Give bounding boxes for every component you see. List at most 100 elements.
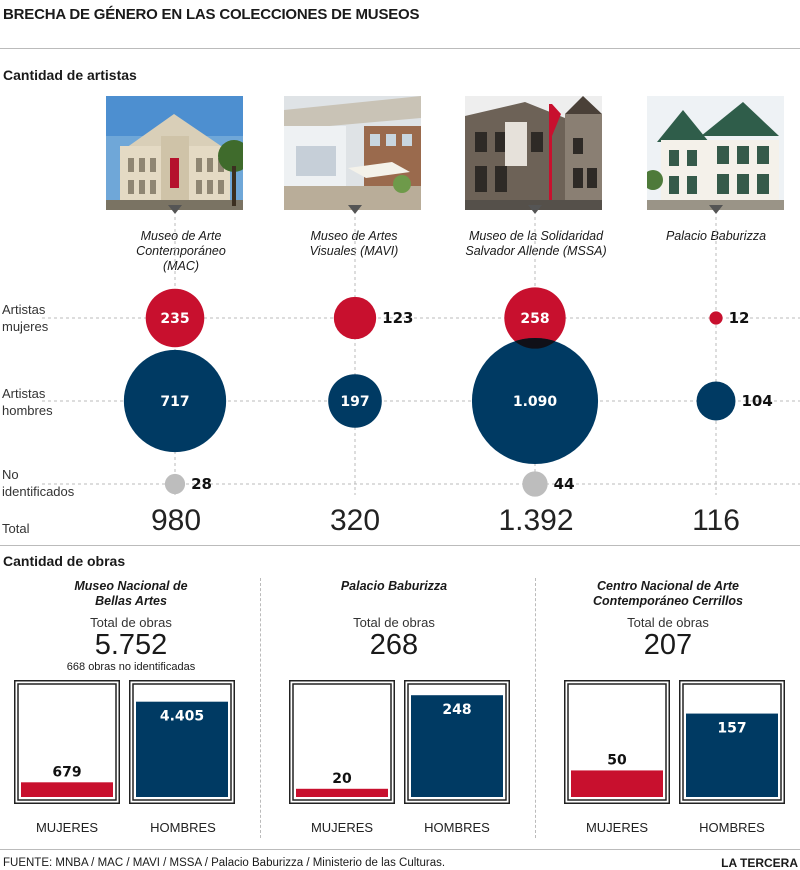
footer-divider: [0, 849, 800, 850]
works-box-frame-women: [17, 683, 117, 801]
brand-logo: LA TERCERA: [721, 856, 798, 870]
mavi-building-photo: [284, 96, 421, 210]
artists-bubble-chart: 235 123 258 12 717 197 1.090 104 28 44: [42, 205, 800, 497]
works-value-women: 679: [52, 764, 81, 780]
works-fill-men: [411, 695, 503, 797]
baburizza-works-title: Palacio Baburizza: [274, 579, 514, 594]
mssa-building-photo: [465, 96, 602, 210]
baburizza-total: 116: [692, 504, 740, 537]
bubble-women: [504, 287, 566, 349]
mssa-name-line-1: Museo de la Solidaridad: [468, 229, 604, 243]
bubble-label-men: 104: [741, 392, 772, 410]
works-fill-women: [296, 788, 388, 797]
mac-building-photo: [106, 96, 243, 210]
mac-total: 980: [150, 504, 202, 537]
photo-pointer: [168, 205, 182, 214]
infographic-title: BRECHA DE GÉNERO EN LAS COLECCIONES DE M…: [3, 6, 420, 23]
baburizza-building-photo: [647, 96, 784, 210]
row-label-unknown-line-1: No: [2, 467, 19, 482]
bubble-men: [123, 349, 227, 453]
bubble-label-women: 123: [382, 309, 413, 327]
mnba-unidentified-note: 668 obras no identificadas: [66, 661, 196, 673]
bubble-men: [471, 337, 599, 465]
cerrillos-title-line-1: Centro Nacional de Arte: [597, 579, 739, 593]
mac-name-line-1: Museo de Arte: [140, 229, 222, 243]
cerrillos-title-line-2: Contemporáneo Cerrillos: [592, 594, 744, 608]
mnba-title-line-2: Bellas Artes: [95, 594, 167, 608]
works-divider-1: [260, 578, 261, 838]
mnba-title: Museo Nacional de Bellas Artes: [11, 579, 251, 609]
bubble-men: [696, 381, 736, 421]
mavi-name-line-2: Visuales (MAVI): [309, 244, 399, 258]
mnba-women-label: MUJERES: [35, 820, 99, 835]
bubble-label-women: 258: [520, 311, 549, 327]
baburizza-men-label: HOMBRES: [424, 820, 490, 835]
works-box-frame-women: [567, 683, 667, 801]
mavi-total: 320: [329, 504, 381, 537]
works-box-frame-men: [132, 683, 232, 801]
mssa-name: Museo de la Solidaridad Salvador Allende…: [446, 229, 626, 259]
bubble-label-women: 12: [729, 309, 750, 327]
works-bar-chart: 679 4.405 20 248 50 157: [14, 680, 785, 804]
bubble-label-men: 717: [160, 394, 189, 410]
bubble-women: [333, 296, 377, 340]
section-divider: [0, 545, 800, 546]
works-fill-men: [686, 713, 778, 797]
row-label-unknown-line-2: identificados: [2, 484, 75, 499]
baburizza-total-caption: Total de obras: [353, 615, 435, 630]
works-value-men: 157: [717, 721, 746, 737]
photo-pointer: [528, 205, 542, 214]
row-label-unknown: No identificados: [2, 466, 74, 500]
bubble-men: [328, 374, 382, 428]
bubble-unknown: [522, 471, 548, 497]
mnba-total: 5.752: [94, 629, 168, 661]
works-box-frame-women: [292, 683, 392, 801]
bubble-unknown: [164, 473, 186, 495]
row-label-women-line-1: Artistas: [2, 302, 46, 317]
bubble-women: [145, 288, 205, 348]
mnba-title-line-1: Museo Nacional de: [74, 579, 188, 593]
works-fill-men: [136, 701, 228, 797]
bubble-label-men: 197: [340, 394, 369, 410]
bubble-label-unknown: 28: [191, 475, 212, 493]
works-value-women: 50: [607, 752, 627, 768]
baburizza-women-label: MUJERES: [310, 820, 374, 835]
bubble-women: [709, 311, 723, 325]
row-label-men-line-1: Artistas: [2, 386, 46, 401]
works-value-men: 4.405: [160, 709, 204, 725]
row-label-women-line-2: mujeres: [2, 319, 49, 334]
row-label-total: Total: [2, 521, 30, 536]
mssa-name-line-2: Salvador Allende (MSSA): [465, 244, 607, 258]
baburizza-works-total: 268: [369, 629, 419, 661]
cerrillos-total: 207: [643, 629, 693, 661]
mac-name-line-3: (MAC): [162, 259, 200, 273]
works-value-men: 248: [442, 702, 471, 718]
mac-name: Museo de Arte Contemporáneo (MAC): [91, 229, 271, 274]
cerrillos-women-label: MUJERES: [585, 820, 649, 835]
row-label-women: Artistas mujeres: [2, 301, 48, 335]
mavi-name-line-1: Museo de Artes: [310, 229, 398, 243]
works-fill-women: [571, 770, 663, 797]
artists-section-title: Cantidad de artistas: [3, 67, 137, 83]
bubble-label-unknown: 44: [554, 475, 575, 493]
row-label-men-line-2: hombres: [2, 403, 53, 418]
photo-pointer: [348, 205, 362, 214]
bubble-label-women: 235: [160, 311, 189, 327]
title-divider: [0, 48, 800, 49]
source-note: FUENTE: MNBA / MAC / MAVI / MSSA / Palac…: [3, 857, 446, 869]
works-fill-women: [21, 782, 113, 797]
mnba-total-caption: Total de obras: [90, 615, 172, 630]
mavi-name: Museo de Artes Visuales (MAVI): [264, 229, 444, 259]
works-value-women: 20: [332, 771, 352, 787]
cerrillos-title: Centro Nacional de Arte Contemporáneo Ce…: [548, 579, 788, 609]
cerrillos-men-label: HOMBRES: [699, 820, 765, 835]
works-section-title: Cantidad de obras: [3, 553, 126, 569]
works-box-women: [289, 680, 395, 804]
mnba-men-label: HOMBRES: [150, 820, 216, 835]
works-divider-2: [535, 578, 536, 838]
row-label-men: Artistas hombres: [2, 385, 53, 419]
mac-name-line-2: Contemporáneo: [136, 244, 226, 258]
works-box-frame-men: [407, 683, 507, 801]
works-box-frame-men: [682, 683, 782, 801]
cerrillos-total-caption: Total de obras: [627, 615, 709, 630]
